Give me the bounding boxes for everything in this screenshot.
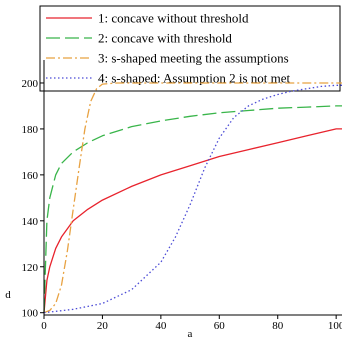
legend-label-3: 3: s-shaped meeting the assumptions — [98, 51, 289, 66]
x-tick-label: 40 — [155, 320, 167, 332]
y-tick-label: 180 — [22, 124, 39, 136]
x-tick-label: 0 — [41, 320, 47, 332]
series-line-4 — [43, 84, 342, 314]
x-tick-label: 80 — [272, 320, 284, 332]
y-tick-label: 200 — [22, 78, 39, 90]
plot-area: 0 20 40 60 80 100 100 120 140 160 180 200 a d — [5, 60, 342, 340]
legend: 1: concave without threshold 2: concave w… — [39, 5, 341, 92]
y-tick-label: 120 — [22, 262, 39, 274]
y-tick-label: 160 — [22, 170, 39, 182]
legend-label-4: 4: s-shaped: Assumption 2 is not met — [98, 71, 291, 86]
x-axis-title: a — [188, 328, 193, 340]
legend-box — [39, 5, 341, 92]
series-line-3 — [43, 82, 342, 314]
y-tick-label: 140 — [22, 216, 39, 228]
series-line-2 — [43, 105, 342, 313]
series-line-1 — [43, 128, 342, 313]
legend-label-2: 2: concave with threshold — [98, 31, 232, 46]
x-tick-label: 60 — [214, 320, 226, 332]
y-tick-label: 100 — [22, 308, 39, 320]
y-ticks: 100 120 140 160 180 200 — [22, 78, 44, 320]
x-tick-label: 100 — [328, 320, 342, 332]
y-axis-title: d — [5, 289, 11, 301]
x-tick-label: 20 — [97, 320, 109, 332]
legend-label-1: 1: concave without threshold — [98, 11, 249, 26]
x-ticks: 0 20 40 60 80 100 — [41, 315, 342, 332]
